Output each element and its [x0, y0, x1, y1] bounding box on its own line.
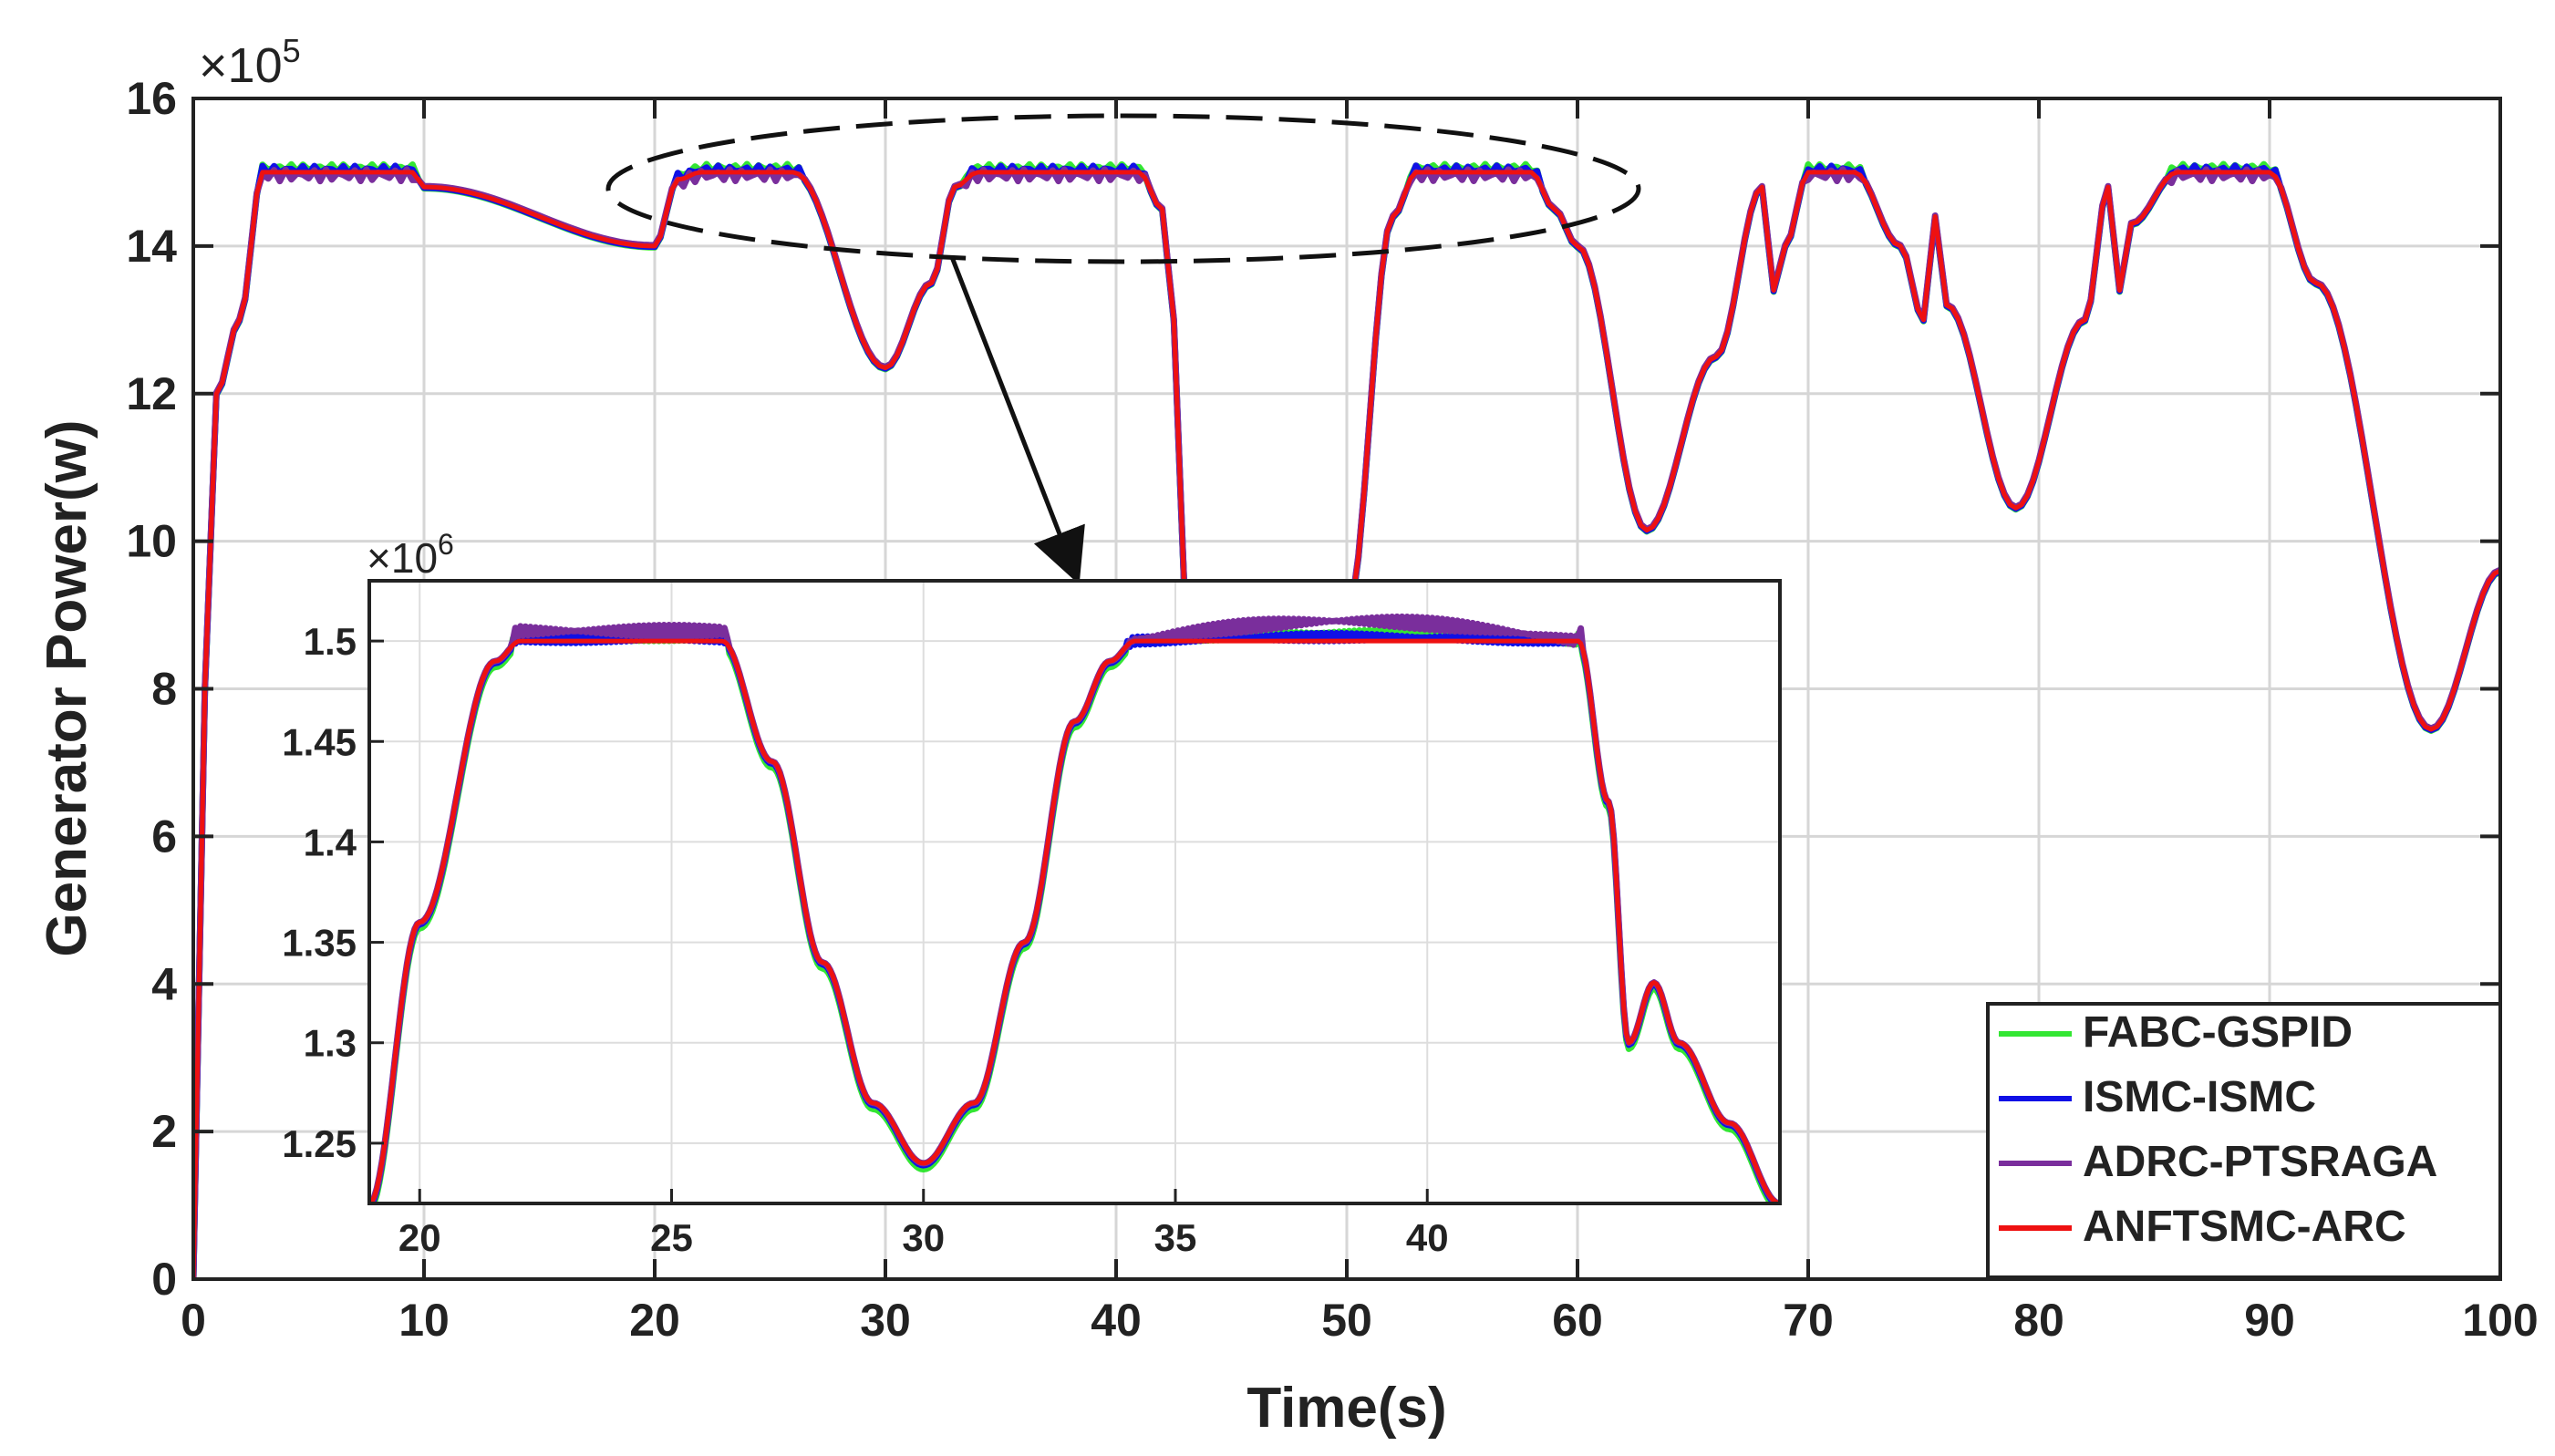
- inset-frame: [367, 579, 1782, 1205]
- inset-series-group: [369, 613, 1780, 1203]
- y-tick-label: 8: [151, 664, 177, 715]
- legend-label: ADRC-PTSRAGA: [2083, 1138, 2437, 1186]
- legend: FABC-GSPID ISMC-ISMC ADRC-PTSRAGA ANFTSMC-A…: [1986, 1002, 2502, 1279]
- y-tick-label: 10: [126, 516, 177, 567]
- zoom-ellipse: [605, 113, 1641, 264]
- x-tick-label: 60: [1552, 1295, 1603, 1346]
- x-tick-label: 100: [2462, 1295, 2538, 1346]
- inset-x-tick-label: 35: [1154, 1216, 1197, 1259]
- y-axis-label: Generator Power(w): [36, 419, 98, 956]
- x-tick-label: 10: [398, 1295, 450, 1346]
- inset-y-tick-label: 1.25: [282, 1122, 357, 1165]
- main-ticks: 0 10 20 30 40 50 60 70 80 90 100 0 2 4 6 8 10 12 14 16: [126, 73, 2538, 1346]
- inset-exponent-label: ×106: [367, 528, 454, 582]
- x-tick-label: 20: [629, 1295, 680, 1346]
- x-tick-label: 40: [1091, 1295, 1142, 1346]
- inset-y-tick-label: 1.3: [304, 1022, 357, 1065]
- inset-y-tick-label: 1.4: [304, 821, 357, 863]
- inset-x-tick-label: 25: [650, 1216, 693, 1259]
- legend-box: [1986, 1002, 2502, 1279]
- zoom-arrow: [949, 256, 1085, 585]
- inset-y-tick-label: 1.35: [282, 922, 357, 965]
- x-tick-label: 80: [2013, 1295, 2064, 1346]
- y-tick-label: 2: [151, 1106, 177, 1157]
- x-axis-label: Time(s): [1246, 1377, 1446, 1440]
- inset-x-tick-label: 40: [1406, 1216, 1449, 1259]
- inset-background: [369, 581, 1780, 1203]
- inset-y-tick-label: 1.45: [282, 720, 357, 763]
- y-tick-label: 4: [151, 958, 177, 1009]
- y-tick-label: 14: [126, 221, 177, 272]
- legend-label: FABC-GSPID: [2083, 1008, 2353, 1057]
- legend-label: ANFTSMC-ARC: [2083, 1203, 2406, 1251]
- x-tick-label: 50: [1321, 1295, 1372, 1346]
- legend-label: ISMC-ISMC: [2083, 1073, 2316, 1121]
- inset-y-tick-label: 1.5: [304, 620, 357, 663]
- y-tick-label: 0: [151, 1254, 177, 1305]
- y-tick-label: 6: [151, 811, 177, 862]
- inset-series-line-anftsmc-arc: [369, 638, 1780, 1203]
- y-tick-label: 12: [126, 368, 177, 419]
- x-tick-label: 0: [181, 1295, 206, 1346]
- x-tick-label: 90: [2244, 1295, 2295, 1346]
- inset-x-tick-label: 30: [902, 1216, 945, 1259]
- x-tick-label: 30: [860, 1295, 911, 1346]
- y-tick-label: 16: [126, 73, 177, 124]
- inset-x-tick-label: 20: [398, 1216, 441, 1259]
- x-tick-label: 70: [1783, 1295, 1834, 1346]
- inset-ticks: 20 25 30 35 40 1.25 1.3 1.35 1.4 1.45 1.5: [282, 620, 1448, 1259]
- y-exponent-label: ×105: [199, 32, 301, 93]
